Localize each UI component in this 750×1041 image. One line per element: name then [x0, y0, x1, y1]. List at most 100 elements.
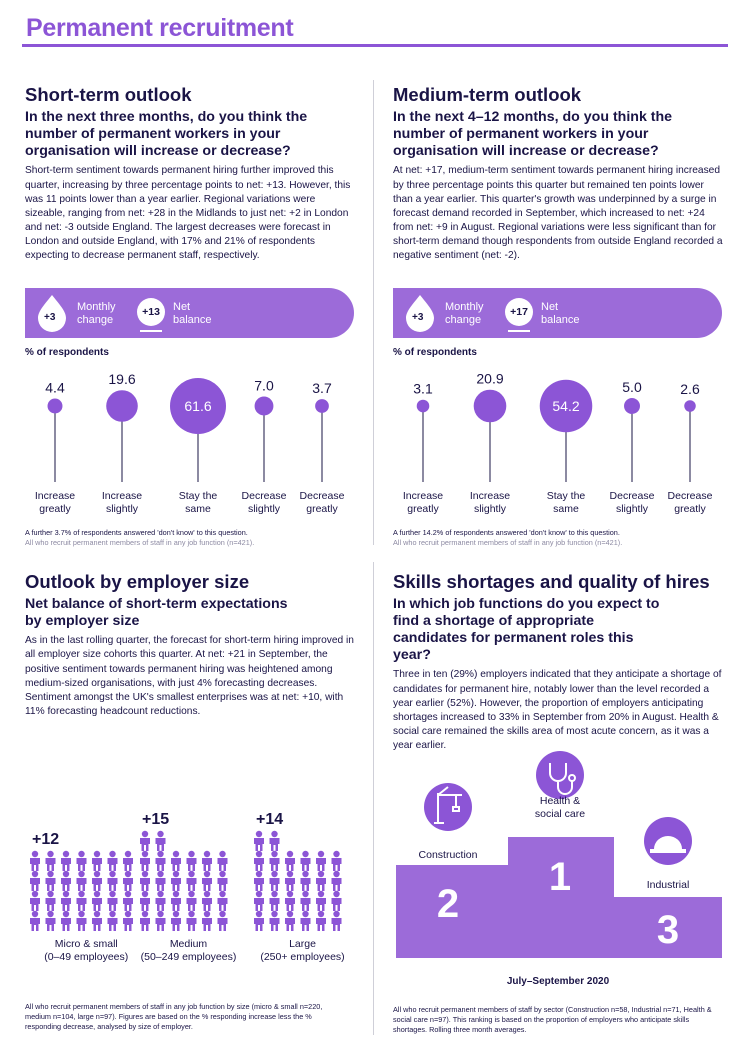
person-body — [285, 878, 295, 891]
short-term-pct-label: % of respondents — [25, 347, 109, 358]
person-head — [124, 890, 132, 898]
person-icon — [30, 910, 40, 931]
size-category-label: (50–249 employees) — [141, 951, 237, 963]
person-body — [186, 918, 197, 931]
person-body — [61, 878, 71, 891]
person-icon — [107, 890, 118, 911]
hard-hat-icon — [650, 836, 686, 853]
person-head — [141, 830, 149, 838]
person-icon — [300, 890, 311, 911]
medium-term-title: Medium-term outlook — [393, 84, 582, 105]
short-term-footnote-2: All who recruit permanent members of sta… — [25, 537, 255, 547]
person-head — [78, 850, 85, 858]
size-category-label: (0–49 employees) — [44, 951, 128, 963]
person-head — [317, 890, 325, 898]
person-head — [62, 890, 70, 898]
skills-subtitle: In which job functions do you expect to … — [393, 596, 660, 664]
skills-podium-chart: 2 Construction 1 Health &social care 3 Indust… — [396, 751, 722, 958]
net-balance-label: +14 — [256, 811, 283, 828]
person-body — [217, 918, 228, 931]
person-icon — [269, 910, 280, 931]
person-head — [124, 850, 132, 858]
medium-term-monthly-change-value: +3 — [412, 312, 424, 323]
person-body — [254, 898, 264, 911]
person-body — [45, 898, 56, 911]
person-body — [107, 878, 118, 891]
person-body — [61, 898, 71, 911]
person-head — [78, 910, 85, 918]
person-icon — [155, 910, 166, 931]
person-body — [285, 858, 295, 871]
person-head — [172, 910, 180, 918]
person-body — [171, 878, 181, 891]
category-label: slightly — [248, 503, 281, 515]
person-head — [109, 890, 116, 898]
person-icon — [186, 850, 197, 871]
person-head — [141, 890, 149, 898]
medium-term-body: At net: +17, medium-term sentiment towar… — [393, 165, 723, 261]
monthly-change-drop-icon — [38, 295, 66, 332]
person-icon — [202, 910, 212, 931]
person-body — [155, 918, 166, 931]
category-label: Increase — [102, 490, 142, 502]
person-body — [140, 918, 150, 931]
person-icon — [254, 890, 264, 911]
bubble-value-label: 54.2 — [552, 398, 579, 414]
person-body — [254, 918, 264, 931]
bubble-value-label: 20.9 — [476, 371, 503, 387]
person-head — [157, 910, 164, 918]
employer-size-footnote: All who recruit permanent members of sta… — [25, 1002, 323, 1031]
person-head — [219, 850, 226, 858]
person-icon — [92, 890, 102, 911]
net-underline — [508, 330, 530, 332]
person-head — [188, 890, 195, 898]
bubble — [170, 378, 226, 434]
person-body — [202, 878, 212, 891]
person-body — [123, 918, 133, 931]
medium-term-footnote-2: All who recruit permanent members of sta… — [393, 537, 623, 547]
person-icon — [300, 910, 311, 931]
person-body — [107, 858, 118, 871]
person-icon — [254, 870, 264, 891]
person-body — [76, 898, 87, 911]
person-icon — [217, 870, 228, 891]
person-body — [171, 898, 181, 911]
person-icon — [269, 890, 280, 911]
person-icon — [202, 850, 212, 871]
person-icon — [316, 890, 326, 911]
person-icon — [300, 870, 311, 891]
person-head — [109, 910, 116, 918]
person-icon — [171, 890, 181, 911]
person-head — [93, 890, 101, 898]
person-body — [202, 898, 212, 911]
net-balance-label: +15 — [142, 811, 169, 828]
bubble-value-label: 7.0 — [254, 378, 274, 394]
person-icon — [316, 910, 326, 931]
person-body — [155, 898, 166, 911]
bubble-value-label: 61.6 — [184, 398, 211, 414]
person-icon — [45, 910, 56, 931]
person-icon — [171, 910, 181, 931]
person-head — [271, 910, 278, 918]
skills-title: Skills shortages and quality of hires — [393, 571, 710, 592]
category-label: greatly — [674, 503, 706, 515]
person-icon — [92, 870, 102, 891]
medium-term-bubble-chart: 3.1Increasegreatly20.9Increaseslightly54… — [403, 371, 713, 515]
person-head — [47, 890, 54, 898]
person-icon — [202, 870, 212, 891]
employer-size-subtitle: Net balance of short-term expectations b… — [25, 596, 288, 630]
person-head — [317, 870, 325, 878]
person-body — [316, 898, 326, 911]
person-body — [123, 898, 133, 911]
person-body — [45, 918, 56, 931]
person-body — [30, 878, 40, 891]
title-rule — [22, 44, 728, 47]
person-icon — [316, 870, 326, 891]
medium-term-text: Medium-term outlook In the next 4–12 mon… — [393, 84, 725, 263]
person-icon — [140, 910, 150, 931]
person-head — [333, 870, 340, 878]
person-body — [300, 918, 311, 931]
person-icon — [107, 870, 118, 891]
person-head — [255, 850, 263, 858]
person-icon — [107, 910, 118, 931]
